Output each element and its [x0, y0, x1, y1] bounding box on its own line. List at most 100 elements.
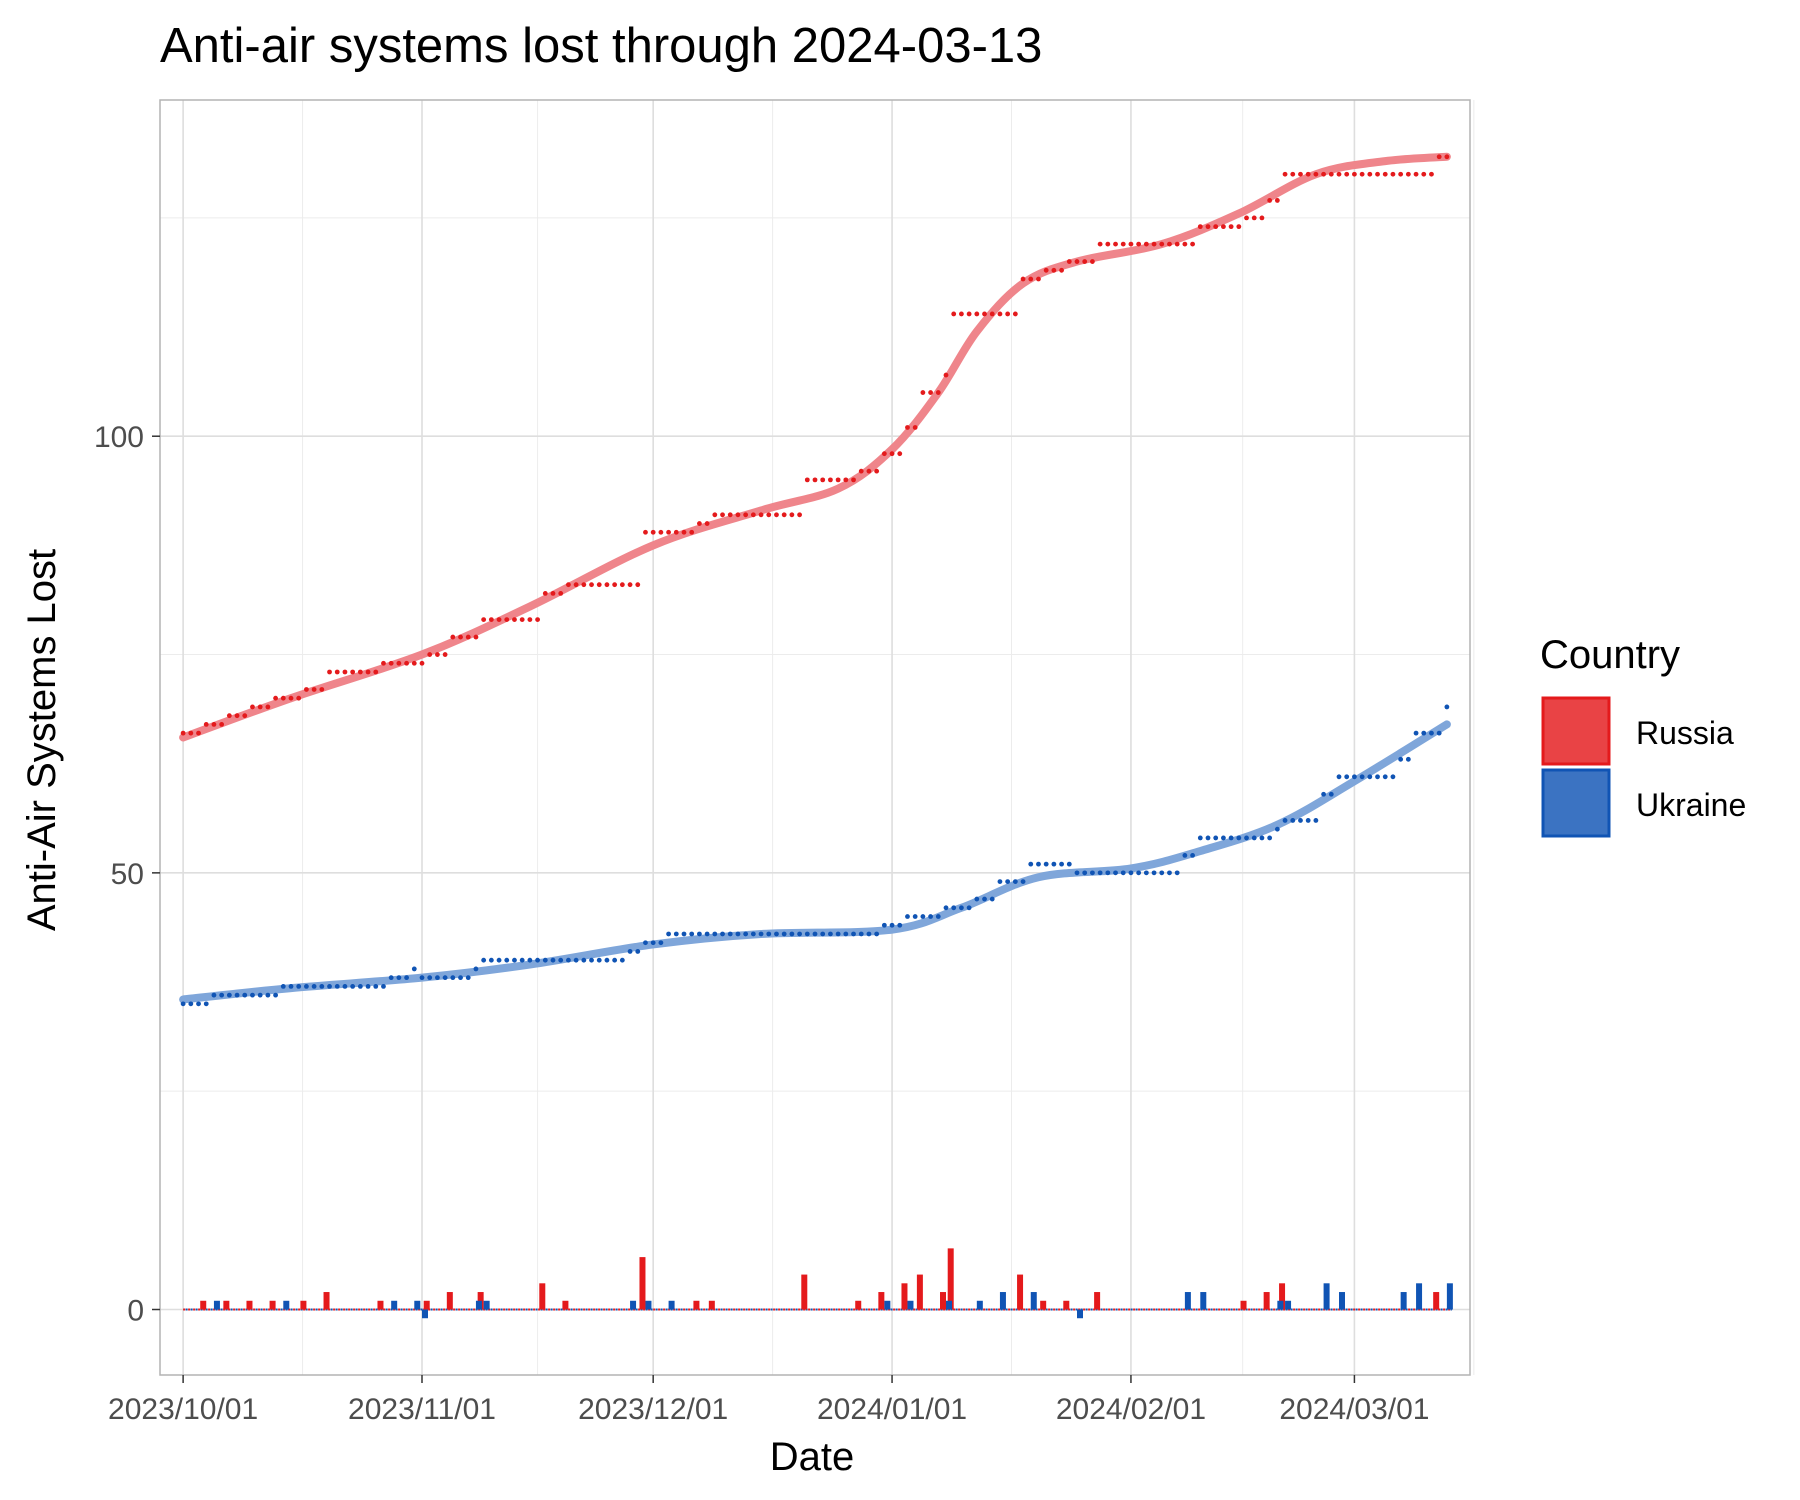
cumulative-point-russia: [450, 634, 456, 640]
daily-change-bar-russia: [300, 1300, 307, 1310]
cumulative-point-ukraine: [897, 922, 903, 928]
cumulative-point-russia: [311, 687, 317, 692]
daily-change-bar-russia: [323, 1292, 330, 1310]
cumulative-point-russia: [712, 512, 718, 518]
cumulative-point-ukraine: [1167, 870, 1172, 876]
cumulative-point-russia: [581, 582, 587, 588]
daily-change-bar-ukraine: [1339, 1292, 1345, 1310]
cumulative-point-ukraine: [1244, 835, 1249, 841]
cumulative-point-russia: [1429, 171, 1434, 177]
cumulative-point-russia: [1182, 241, 1188, 247]
cumulative-point-russia: [766, 512, 772, 518]
x-tick-label: 2024/01/01: [817, 1393, 967, 1426]
cumulative-point-russia: [1375, 171, 1380, 177]
cumulative-point-ukraine: [658, 940, 664, 946]
cumulative-point-ukraine: [1020, 879, 1026, 884]
cumulative-point-ukraine: [1444, 704, 1450, 710]
cumulative-point-russia: [1097, 241, 1103, 247]
trend-line-ukraine: [179, 720, 1451, 1004]
cumulative-point-ukraine: [1375, 774, 1380, 780]
cumulative-point-ukraine: [373, 983, 379, 989]
cumulative-point-ukraine: [1120, 870, 1126, 876]
cumulative-point-ukraine: [766, 931, 772, 937]
daily-change-bar-ukraine: [630, 1300, 637, 1310]
daily-change-bar-russia: [855, 1300, 862, 1310]
cumulative-point-ukraine: [519, 957, 525, 963]
cumulative-point-russia: [1336, 171, 1342, 177]
cumulative-point-ukraine: [650, 940, 656, 946]
cumulative-point-ukraine: [912, 914, 918, 919]
cumulative-point-russia: [365, 669, 371, 675]
cumulative-point-russia: [1367, 171, 1373, 177]
cumulative-point-ukraine: [196, 1001, 201, 1007]
cumulative-point-ukraine: [365, 983, 371, 989]
daily-change-bar-russia: [200, 1300, 207, 1310]
daily-change-bar-ukraine: [1030, 1292, 1037, 1310]
cumulative-point-russia: [1259, 215, 1265, 221]
cumulative-point-ukraine: [1290, 818, 1296, 823]
cumulative-point-russia: [697, 521, 702, 526]
cumulative-point-russia: [1128, 241, 1134, 247]
cumulative-point-russia: [1113, 241, 1118, 247]
cumulative-point-russia: [350, 669, 356, 675]
cumulative-point-russia: [1190, 241, 1195, 247]
cumulative-point-russia: [789, 512, 795, 518]
daily-change-bar-russia: [539, 1283, 546, 1310]
cumulative-point-russia: [357, 669, 363, 675]
cumulative-point-russia: [288, 695, 294, 701]
cumulative-point-ukraine: [496, 957, 502, 963]
cumulative-point-ukraine: [1090, 870, 1095, 876]
cumulative-point-russia: [812, 477, 818, 483]
cumulative-point-ukraine: [712, 931, 718, 937]
cumulative-point-russia: [1413, 171, 1419, 177]
daily-change-bar-ukraine: [946, 1300, 952, 1310]
cumulative-point-ukraine: [1174, 870, 1180, 876]
cumulative-point-russia: [188, 730, 194, 736]
cumulative-point-russia: [643, 529, 648, 535]
cumulative-point-russia: [419, 660, 425, 666]
cumulative-point-russia: [512, 617, 517, 623]
cumulative-point-russia: [1290, 171, 1296, 177]
cumulative-point-russia: [1043, 267, 1049, 273]
cumulative-point-ukraine: [666, 931, 671, 937]
x-axis-title: Date: [770, 1435, 855, 1479]
cumulative-point-russia: [858, 468, 864, 474]
x-tick-label: 2023/11/01: [348, 1393, 496, 1426]
cumulative-point-ukraine: [935, 914, 941, 919]
daily-change-bar-russia: [1040, 1300, 1047, 1310]
cumulative-point-russia: [211, 722, 217, 727]
cumulative-points: [180, 154, 1450, 1007]
cumulative-point-ukraine: [1382, 774, 1388, 780]
cumulative-point-russia: [196, 730, 201, 736]
cumulative-point-ukraine: [812, 931, 818, 937]
cumulative-point-ukraine: [828, 931, 833, 937]
cumulative-point-ukraine: [1282, 818, 1288, 823]
cumulative-point-ukraine: [735, 931, 741, 937]
x-tick-label: 2023/10/01: [108, 1393, 258, 1426]
cumulative-point-ukraine: [820, 931, 826, 937]
cumulative-point-russia: [465, 634, 471, 640]
cumulative-point-ukraine: [1143, 870, 1149, 876]
cumulative-point-russia: [1421, 171, 1427, 177]
daily-change-bar-ukraine: [884, 1300, 891, 1310]
daily-change-bar-russia: [246, 1300, 253, 1310]
cumulative-point-ukraine: [951, 905, 957, 911]
cumulative-point-russia: [458, 634, 463, 640]
cumulative-point-ukraine: [1005, 879, 1011, 884]
cumulative-point-russia: [874, 468, 880, 474]
daily-change-bar-russia: [801, 1274, 808, 1310]
daily-change-bar-ukraine: [475, 1300, 482, 1310]
cumulative-point-ukraine: [1344, 774, 1350, 780]
cumulative-point-russia: [381, 660, 386, 666]
daily-change-bar-russia: [423, 1300, 430, 1310]
cumulative-point-ukraine: [1128, 870, 1134, 876]
cumulative-point-russia: [1298, 171, 1303, 177]
cumulative-point-russia: [1228, 224, 1234, 230]
cumulative-point-russia: [781, 512, 787, 518]
cumulative-point-ukraine: [604, 957, 610, 963]
cumulative-point-russia: [1344, 171, 1350, 177]
daily-change-bar-russia: [940, 1292, 946, 1310]
x-axis-ticks: 2023/10/01 2023/11/01 2023/12/01 2024/01/01…: [108, 1375, 1429, 1426]
cumulative-point-russia: [1444, 154, 1450, 160]
daily-change-bar-russia: [1240, 1300, 1247, 1310]
